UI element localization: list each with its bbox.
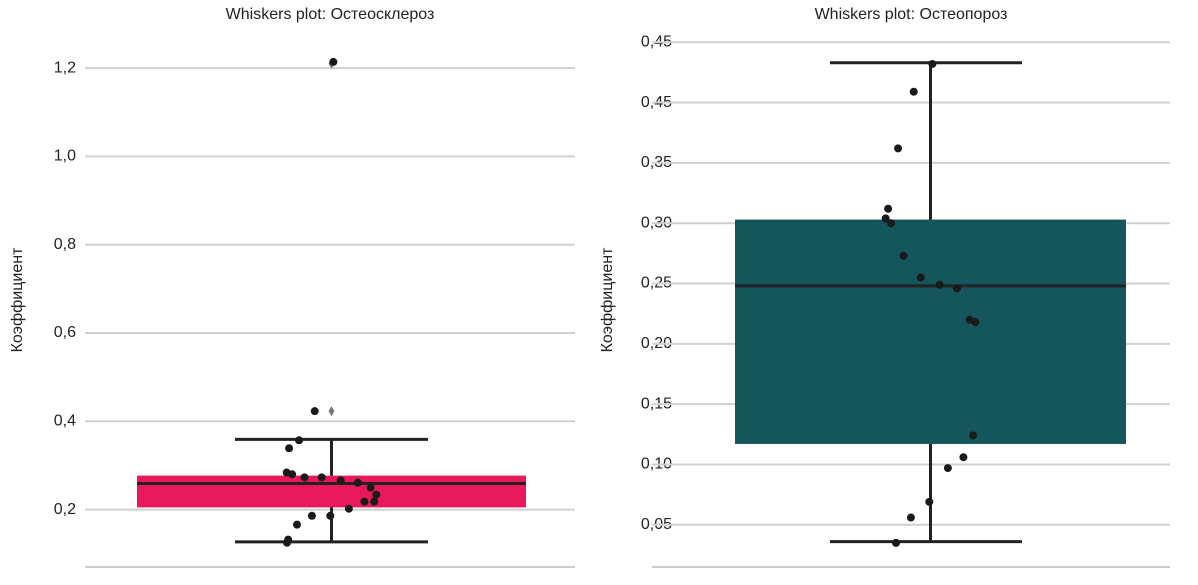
point — [336, 476, 345, 485]
point — [310, 407, 319, 416]
point — [906, 513, 915, 522]
point — [892, 538, 901, 547]
y-tick-label: 0,4 — [54, 413, 76, 430]
point — [285, 444, 294, 453]
y-tick-label: 1,2 — [54, 59, 76, 76]
point — [366, 483, 375, 492]
point — [887, 219, 896, 228]
point — [971, 318, 980, 327]
point — [899, 251, 908, 260]
chart-title: Whiskers plot: Остеосклероз — [226, 6, 435, 23]
point — [952, 284, 961, 293]
y-axis-label: Коэффициент — [9, 247, 26, 352]
point — [307, 511, 316, 520]
point — [344, 504, 353, 513]
point — [969, 431, 978, 440]
point — [300, 473, 309, 482]
point — [288, 470, 297, 479]
point — [293, 520, 302, 529]
point — [283, 538, 292, 547]
point — [894, 144, 903, 153]
point — [329, 57, 338, 66]
point — [959, 453, 968, 462]
point — [916, 273, 925, 282]
point — [935, 280, 944, 289]
box — [137, 475, 526, 508]
point — [909, 87, 918, 96]
point — [326, 511, 335, 520]
y-tick-label: 0,2 — [54, 501, 76, 518]
point — [360, 497, 369, 506]
y-axis-label: Коэффициент — [599, 247, 616, 352]
point — [884, 204, 893, 213]
point — [925, 497, 934, 506]
chart-title: Whiskers plot: Остеопороз — [815, 6, 1008, 23]
outlier — [328, 406, 335, 417]
y-tick-label: 0,8 — [54, 236, 76, 253]
point — [353, 478, 362, 487]
point — [928, 59, 937, 68]
point — [881, 214, 890, 223]
point — [295, 436, 304, 445]
point — [317, 473, 326, 482]
point — [370, 497, 379, 506]
y-tick-label: 1,0 — [54, 148, 76, 165]
y-tick-label: 0,6 — [54, 324, 76, 341]
point — [372, 490, 381, 499]
point — [943, 464, 952, 473]
box — [735, 219, 1126, 444]
